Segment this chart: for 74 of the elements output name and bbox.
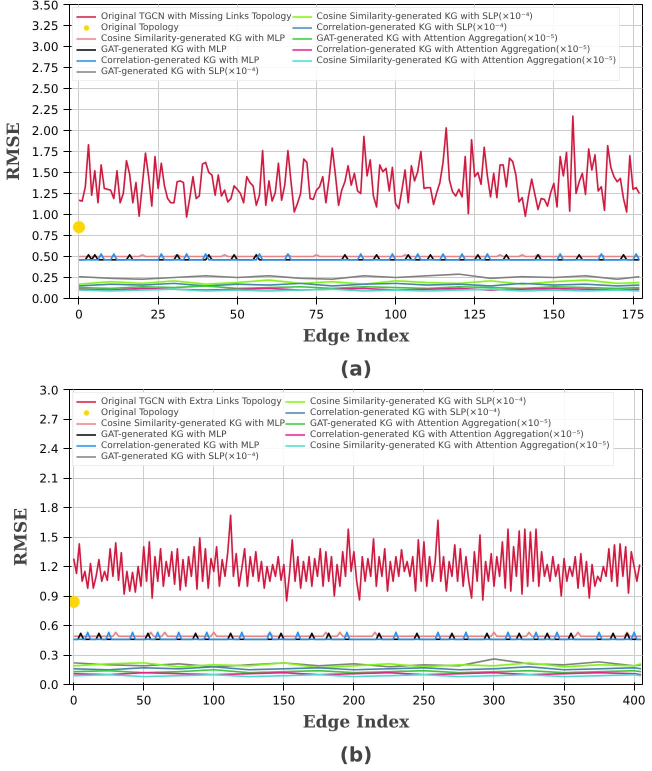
x-tick-label: 200 [342,694,366,708]
legend-label: GAT-generated KG with SLP(×10⁻⁴) [101,451,259,462]
legend-label: Original TGCN with Missing Links Topology [101,11,292,22]
y-tick-label: 3.25 [32,19,58,33]
x-tick-label: 0 [70,694,78,708]
y-tick-label: 1.75 [32,145,58,159]
x-tick-label: 300 [482,694,506,708]
x-tick-label: 100 [202,694,226,708]
legend-label: Correlation-generated KG with MLP [101,440,260,451]
y-tick-label: 1.2 [39,560,59,574]
y-tick-label: 2.75 [32,61,58,75]
text: (a) [340,356,372,380]
y-tick-label: 0.9 [39,590,59,604]
legend-label: GAT-generated KG with Attention Aggregation(×10⁻⁵) [310,418,552,429]
legend-label: Cosine Similarity-generated KG with SLP(×10⁻⁴) [310,396,526,407]
y-tick-label: 2.50 [32,82,58,96]
legend-label: Original Topology [101,407,179,418]
y-tick-label: 1.00 [32,208,58,222]
x-tick-label: 50 [230,308,245,322]
legend-label: GAT-generated KG with MLP [101,44,227,55]
legend-label: Correlation-generated KG with SLP(×10⁻⁴) [310,407,500,418]
y-tick-label: 2.1 [39,472,59,486]
y-tick-label: 1.50 [32,166,58,180]
x-axis-title: Edge Index [302,712,410,732]
x-axis-title: Edge Index [302,326,410,346]
x-tick-label: 25 [150,308,166,322]
y-tick-label: 1.25 [32,187,58,201]
y-tick-label: 1.5 [39,530,59,544]
legend-label: Original TGCN with Extra Links Topology [101,396,282,407]
text: (b) [340,742,372,766]
y-tick-label: 1.8 [39,501,59,515]
x-tick-label: 150 [542,308,566,322]
y-tick-label: 0.25 [32,271,58,285]
legend-label: Correlation-generated KG with Attention Aggregation(×10⁻⁵) [316,44,590,55]
legend-label: Correlation-generated KG with SLP(×10⁻⁴) [316,22,507,33]
y-tick-label: 3.50 [32,0,58,12]
legend-label: Cosine Similarity-generated KG with Attention Aggregation(×10⁻⁵) [316,55,616,66]
y-axis-title: RMSE [11,508,32,566]
legend-label: GAT-generated KG with SLP(×10⁻⁴) [101,66,259,77]
line-series [72,514,640,602]
y-tick-label: 2.00 [32,124,58,138]
legend-label: Cosine Similarity-generated KG with MLP [101,418,285,429]
line-series [72,658,642,668]
x-tick-label: 150 [272,694,296,708]
y-tick-label: 0.00 [32,292,58,306]
x-tick-label: 400 [622,694,646,708]
x-tick-label: 75 [308,308,324,322]
x-tick-label: 100 [384,308,408,322]
y-tick-label: 2.25 [32,103,58,117]
y-tick-label: 0.50 [32,250,58,264]
x-tick-label: 175 [622,308,644,322]
x-tick-label: 50 [136,694,152,708]
legend-label: Cosine Similarity-generated KG with Attention Aggregation(×10⁻⁵) [310,440,610,451]
x-tick-label: 125 [463,308,486,322]
y-axis-title: RMSE [4,122,24,181]
y-tick-label: 0.6 [39,619,59,633]
legend-label: Cosine Similarity-generated KG with MLP [101,33,285,44]
y-tick-label: 3.0 [39,384,59,398]
y-tick-label: 2.7 [39,412,59,426]
legend-label: Correlation-generated KG with MLP [101,55,260,66]
x-tick-label: 0 [75,308,83,322]
line-series [78,115,640,218]
legend-label: GAT-generated KG with Attention Aggregation(×10⁻⁵) [316,33,558,44]
x-tick-label: 250 [412,694,436,708]
legend-label: GAT-generated KG with MLP [101,429,227,440]
legend-label: Cosine Similarity-generated KG with SLP(×10⁻⁴) [316,11,533,22]
x-tick-label: 350 [552,694,576,708]
y-tick-label: 2.4 [39,442,59,456]
legend-label: Correlation-generated KG with Attention Aggregation(×10⁻⁵) [310,429,584,440]
y-tick-label: 0.75 [32,229,58,243]
y-tick-label: 0.3 [39,648,59,662]
legend-label: Original Topology [101,22,179,33]
y-tick-label: 0.0 [39,678,59,692]
y-tick-label: 3.00 [32,40,58,54]
